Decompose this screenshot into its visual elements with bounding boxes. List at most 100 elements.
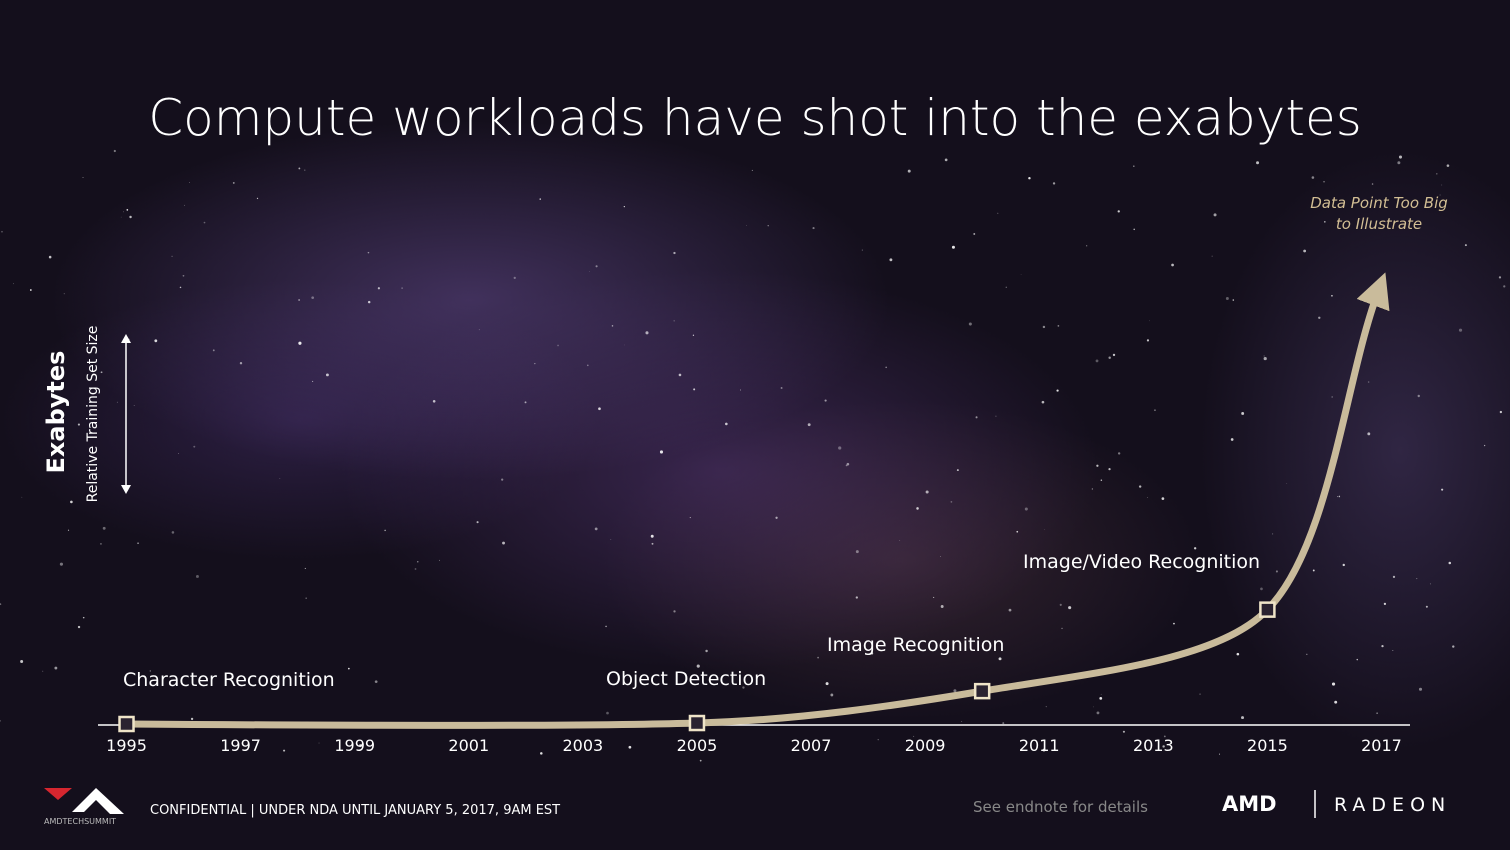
star	[1429, 583, 1431, 585]
star	[1154, 409, 1156, 411]
star	[1211, 255, 1213, 257]
star	[1286, 483, 1288, 484]
star	[1331, 682, 1336, 686]
star	[1331, 396, 1333, 398]
star	[100, 543, 102, 545]
star	[973, 232, 976, 235]
star	[1100, 479, 1103, 482]
star	[77, 625, 81, 629]
star	[70, 500, 73, 504]
star	[1464, 244, 1467, 247]
star	[1193, 547, 1197, 550]
star	[1376, 712, 1378, 714]
star	[1016, 530, 1019, 533]
star	[944, 158, 948, 162]
star	[659, 450, 664, 454]
star	[1020, 274, 1022, 275]
star	[1392, 650, 1394, 652]
star	[877, 738, 879, 741]
x-tick-label: 2015	[1247, 736, 1288, 755]
star	[1024, 507, 1028, 511]
star	[20, 660, 24, 664]
star	[298, 167, 301, 170]
star	[129, 215, 132, 219]
trend-curve	[125, 272, 1390, 729]
star	[673, 610, 676, 613]
star	[21, 496, 23, 498]
star	[401, 287, 403, 289]
star	[1148, 320, 1150, 322]
star	[751, 169, 753, 171]
star	[377, 287, 380, 290]
star	[1052, 182, 1056, 185]
star	[283, 749, 286, 752]
star	[1230, 438, 1234, 441]
star	[1458, 328, 1463, 332]
star	[956, 469, 959, 472]
star	[1241, 716, 1245, 720]
footer: AMDTECHSUMMIT CONFIDENTIAL | UNDER NDA U…	[44, 788, 1445, 826]
star	[1439, 194, 1441, 196]
star	[1112, 353, 1116, 357]
star	[1147, 497, 1148, 498]
star	[1452, 645, 1455, 648]
star	[312, 380, 314, 382]
x-tick-label: 1995	[106, 736, 147, 755]
star	[1499, 410, 1503, 414]
star	[1042, 748, 1046, 752]
y-label: Exabytes	[42, 351, 70, 474]
star	[1002, 722, 1005, 725]
star	[476, 521, 479, 524]
star	[29, 289, 32, 291]
star	[968, 322, 972, 326]
star	[899, 540, 901, 541]
star	[149, 670, 151, 672]
star	[305, 597, 307, 599]
star	[137, 542, 139, 545]
star	[524, 401, 527, 404]
star	[304, 169, 306, 171]
star	[1416, 578, 1418, 580]
star	[925, 490, 929, 494]
star	[1436, 173, 1438, 175]
star	[367, 300, 371, 304]
star	[623, 206, 625, 208]
annotation: Data Point Too Big	[1310, 194, 1448, 212]
star	[705, 649, 708, 653]
star	[42, 670, 44, 672]
star	[650, 534, 654, 538]
star	[692, 334, 695, 336]
star	[1056, 389, 1059, 392]
star	[775, 516, 778, 519]
star	[1324, 221, 1326, 223]
star	[100, 371, 103, 374]
star	[689, 517, 691, 519]
star	[1133, 165, 1135, 167]
star	[807, 423, 811, 427]
notice: CONFIDENTIAL | UNDER NDA UNTIL JANUARY 5…	[150, 803, 560, 818]
star	[1342, 563, 1345, 567]
star	[950, 500, 953, 503]
star	[82, 177, 84, 178]
star	[171, 531, 175, 534]
milestone-marker	[1259, 601, 1276, 618]
star	[417, 561, 419, 563]
star	[154, 339, 158, 343]
star	[1057, 324, 1060, 327]
star	[374, 680, 378, 684]
star	[304, 567, 306, 570]
star	[348, 667, 350, 670]
star	[116, 401, 118, 403]
star	[995, 415, 997, 417]
star	[1381, 644, 1384, 648]
star	[54, 666, 58, 670]
star	[1312, 569, 1315, 572]
star	[502, 541, 505, 545]
star	[1122, 730, 1125, 733]
star	[998, 657, 1002, 661]
point-label: Object Detection	[606, 668, 766, 690]
star	[1398, 155, 1403, 159]
star	[951, 245, 955, 249]
star	[1446, 164, 1450, 167]
x-tick-label: 2005	[677, 736, 718, 755]
